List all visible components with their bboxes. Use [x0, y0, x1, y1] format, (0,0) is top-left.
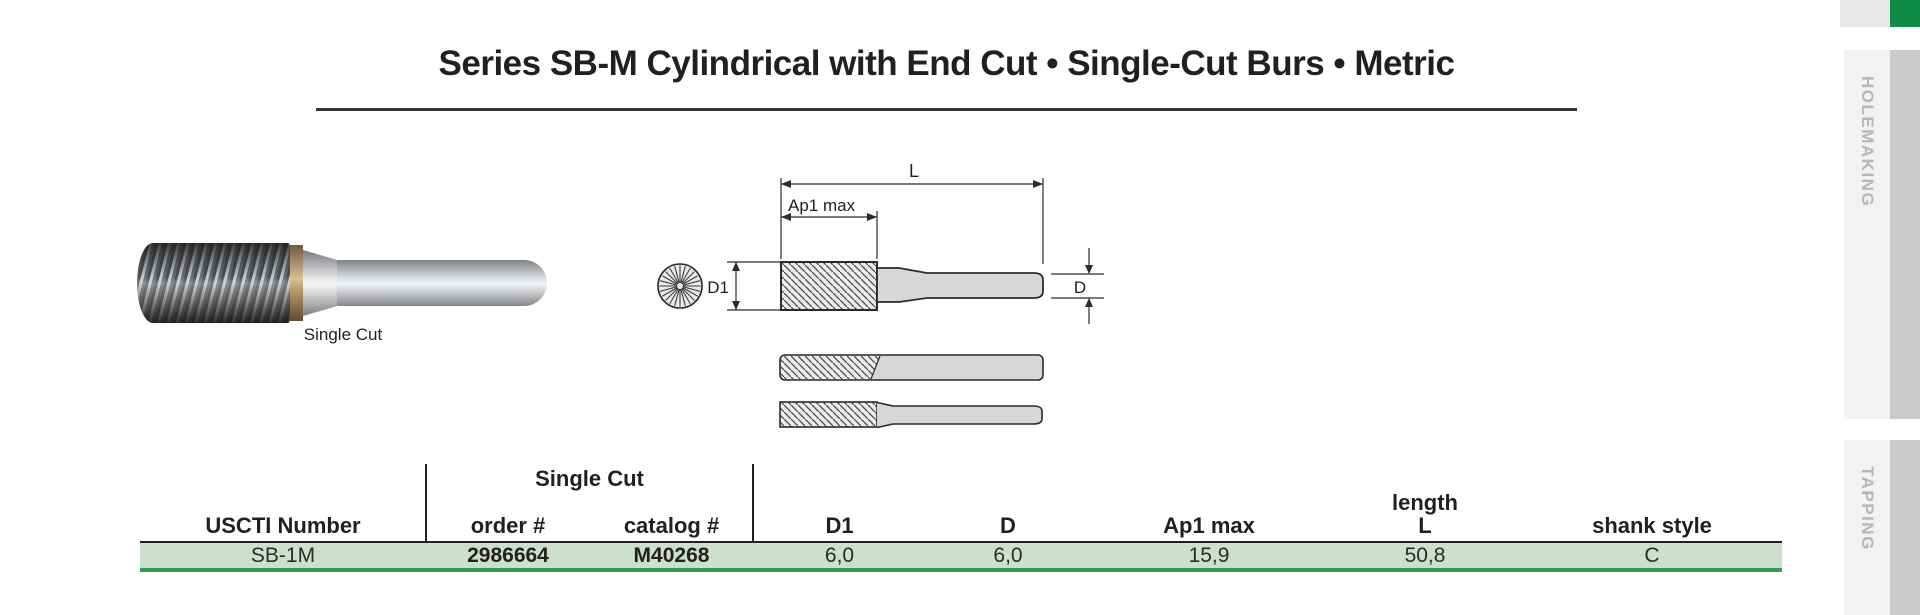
bur-neck-image — [303, 250, 339, 316]
edge-gray-block — [1840, 0, 1890, 27]
cell-d: 6,0 — [993, 543, 1023, 567]
col-header-length-l: length L — [1328, 491, 1522, 541]
edge-column-holemaking — [1890, 50, 1920, 419]
column-separator-2 — [752, 464, 754, 568]
table-bottom-rule — [140, 568, 1782, 572]
variant-bar-2-shank — [876, 401, 1043, 429]
header-rule — [140, 541, 1782, 543]
bur-cutting-head-image — [137, 243, 290, 323]
bur-braze-band-image — [290, 245, 303, 321]
side-view-shank — [876, 267, 1044, 303]
variant-bar-2-head — [779, 401, 878, 428]
edge-accent-block — [1890, 0, 1920, 27]
table-row: SB-1M 2986664 M40268 6,0 6,0 15,9 50,8 C — [140, 543, 1782, 568]
photo-caption: Single Cut — [303, 325, 383, 344]
title-underline — [316, 108, 1577, 111]
col-header-catalog: catalog # — [623, 513, 720, 538]
cell-catalog: M40268 — [633, 543, 710, 567]
cell-l: 50,8 — [1404, 543, 1446, 567]
col-header-d: D — [1000, 513, 1016, 538]
col-header-l: L — [1418, 513, 1432, 538]
tab-holemaking[interactable]: HOLEMAKING — [1844, 50, 1890, 419]
col-header-length-word: length — [1392, 490, 1458, 515]
tab-holemaking-label: HOLEMAKING — [1858, 76, 1877, 208]
bur-shank-image — [337, 260, 547, 306]
tab-tapping[interactable]: TAPPING — [1844, 440, 1890, 615]
spec-table: Single Cut USCTI Number order # catalog … — [140, 461, 1782, 573]
page-title: Series SB-M Cylindrical with End Cut • S… — [438, 44, 1455, 83]
cell-order: 2986664 — [467, 543, 549, 567]
tab-tapping-label: TAPPING — [1858, 466, 1877, 551]
col-header-shank: shank style — [1592, 513, 1712, 538]
col-header-ap1: Ap1 max — [1163, 513, 1255, 538]
edge-column-tapping — [1890, 440, 1920, 615]
cell-shank: C — [1644, 543, 1660, 567]
col-header-order: order # — [470, 513, 546, 538]
label-d: D — [1074, 278, 1086, 297]
col-header-uscti: USCTI Number — [205, 513, 361, 538]
table-header-row: USCTI Number order # catalog # D1 D Ap1 … — [140, 461, 1782, 541]
dimension-diagram: D1 L Ap1 max D — [657, 161, 1104, 429]
cell-ap1: 15,9 — [1188, 543, 1230, 567]
label-d1: D1 — [707, 278, 729, 297]
side-view-head — [780, 261, 878, 311]
column-separator-1 — [425, 464, 427, 568]
label-ap1-max: Ap1 max — [788, 196, 856, 215]
group-header-single-cut: Single Cut — [535, 466, 644, 491]
cell-uscti: SB-1M — [250, 543, 316, 567]
cell-d1: 6,0 — [824, 543, 855, 567]
col-header-d1: D1 — [825, 513, 854, 538]
label-l: L — [909, 161, 919, 181]
end-view-flutes — [659, 265, 701, 307]
